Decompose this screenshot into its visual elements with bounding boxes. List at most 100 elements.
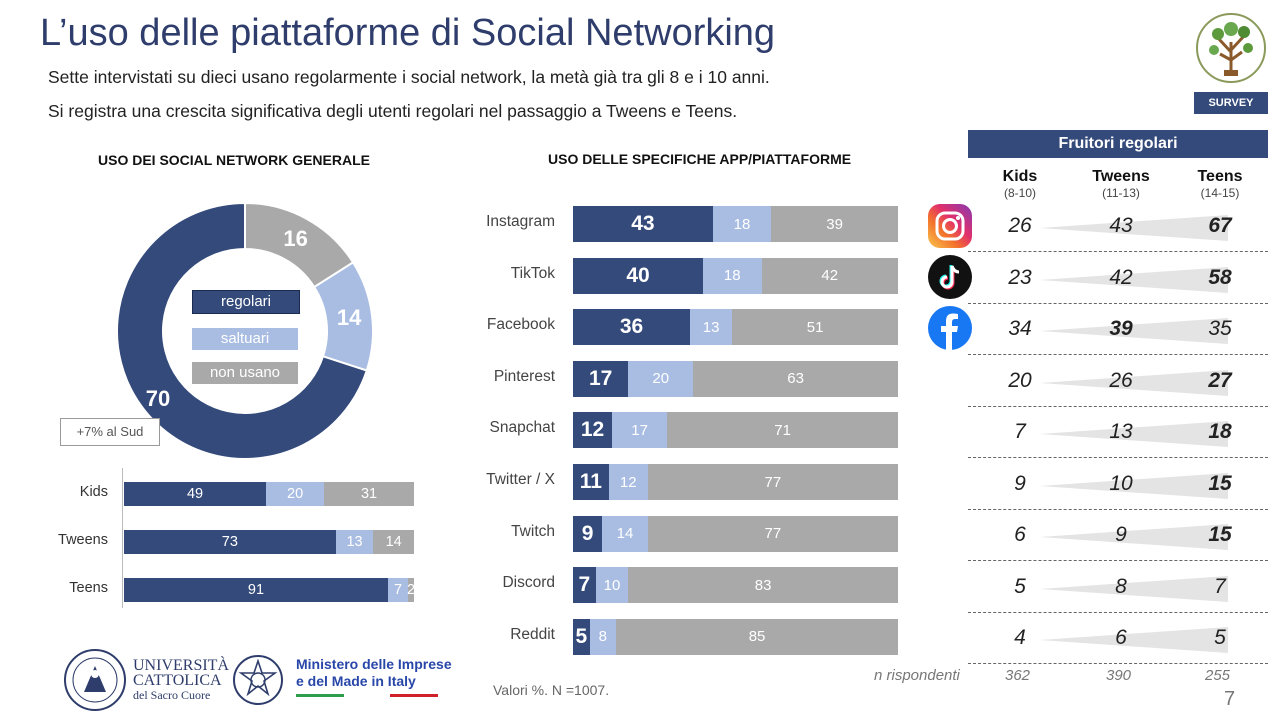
bar-segment-non-usano: 42 [761, 257, 898, 294]
table-cell: 26 [1109, 368, 1133, 392]
table-cell: 35 [1208, 317, 1232, 340]
bar-segment-regolari: 7 [573, 567, 596, 604]
column-header: Teens (14-15) [1175, 168, 1265, 200]
row-divider [968, 251, 1268, 252]
bar-segment-regolari: 49 [124, 482, 267, 506]
trend-wedge [1040, 627, 1228, 653]
legend-saltuari: saltuari [192, 328, 298, 350]
table-cell: 18 [1208, 420, 1232, 443]
trend-wedge [1040, 215, 1228, 241]
table-cell: 5 [1014, 574, 1026, 598]
row-divider [968, 405, 1268, 407]
respondents-count: 362 [1005, 667, 1031, 684]
age-axis [122, 468, 123, 608]
age-bar-chart: Kids 49 20 31 Tweens 73 13 14 Teens 91 7 2 [0, 466, 430, 616]
column-header: Kids (8-10) [975, 168, 1065, 200]
bar-segment-saltuari: 20 [266, 482, 325, 506]
column-header: Tweens (11-13) [1076, 168, 1166, 200]
trend-wedge [1040, 266, 1228, 293]
bar-segment-non-usano: 31 [324, 482, 414, 506]
flag-stripe-green [296, 694, 344, 697]
university-line-1: UNIVERSITÀ [133, 657, 229, 674]
app-label: Discord [502, 574, 555, 592]
bar-segment-saltuari: 13 [335, 530, 374, 554]
trend-wedge-shape [1040, 266, 1228, 293]
trend-wedge-shape [1040, 369, 1228, 396]
bar-segment-regolari: 11 [573, 464, 609, 500]
table-cell: 15 [1208, 523, 1232, 546]
table-cell: 20 [1008, 368, 1032, 392]
survey-logo [1196, 13, 1266, 83]
table-title: Fruitori regolari [968, 130, 1268, 158]
app-label: Twitter / X [486, 471, 555, 488]
table-cell: 13 [1109, 420, 1133, 443]
trend-wedge [1040, 369, 1228, 396]
bar-segment-regolari: 40 [573, 257, 703, 294]
page-title: L’uso delle piattaforme di Social Networ… [40, 12, 776, 54]
footer-note: Valori %. N =1007. [493, 682, 610, 698]
bar-segment-non-usano: 77 [647, 464, 898, 500]
trend-wedge-shape [1040, 318, 1228, 344]
bar-segment-regolari: 73 [124, 530, 336, 554]
bar-segment-saltuari: 8 [589, 618, 617, 655]
subtitle-1: Sette intervistati su dieci usano regola… [48, 67, 770, 87]
bar-segment-regolari: 5 [573, 618, 590, 655]
trend-wedge [1040, 421, 1228, 447]
bar-segment-regolari: 9 [573, 515, 603, 552]
table-cell: 6 [1115, 626, 1127, 649]
bar-segment-regolari: 12 [573, 412, 612, 449]
facebook-icon [928, 306, 972, 350]
bar-segment-non-usano: 71 [667, 412, 898, 449]
bar-segment-regolari: 43 [573, 206, 713, 242]
column-name: Teens [1197, 168, 1243, 185]
row-divider [968, 457, 1268, 458]
app-label: Pinterest [493, 367, 555, 385]
trend-wedge-shape [1040, 215, 1228, 241]
table-cell: 58 [1208, 265, 1232, 289]
table-cell: 10 [1109, 471, 1133, 495]
bar-segment-non-usano: 39 [771, 206, 898, 242]
table-cell: 4 [1014, 626, 1026, 649]
flag-stripe-red [390, 694, 438, 697]
respondents-label: n rispondenti [874, 667, 960, 684]
table-cell: 34 [1008, 317, 1032, 340]
table-cell: 6 [1014, 523, 1026, 546]
subtitle-2: Si registra una crescita significativa d… [48, 101, 738, 121]
respondents-count: 255 [1205, 667, 1231, 684]
trend-wedge [1040, 472, 1228, 499]
ministry-name: Ministero delle Imprese e del Made in It… [296, 656, 452, 690]
trend-wedge [1040, 524, 1228, 550]
trend-wedge-shape [1040, 421, 1228, 447]
table-cell: 8 [1115, 574, 1127, 598]
donut-label-saltuari: 14 [337, 305, 362, 330]
row-divider [968, 560, 1268, 561]
instagram-icon [928, 204, 972, 248]
age-label: Kids [79, 484, 108, 500]
table-cell: 42 [1109, 265, 1133, 289]
table-cell: 67 [1208, 214, 1232, 237]
bar-segment-saltuari: 18 [712, 206, 772, 242]
bar-segment-saltuari: 18 [703, 257, 762, 294]
donut-label-non-usano: 16 [283, 226, 307, 251]
trend-wedge [1040, 318, 1228, 344]
apps-bar-chart: Instagram 43 18 39 TikTok 40 18 42 Facebook 36 13 5… [440, 196, 910, 666]
donut-slice-regolari [116, 201, 368, 460]
university-seal-logo [64, 649, 126, 711]
trend-wedge-shape [1040, 575, 1228, 602]
legend-non-usano: non usano [192, 362, 298, 384]
university-line-2: CATTOLICA [133, 672, 222, 689]
bar-segment-regolari: 17 [573, 360, 629, 397]
bar-segment-non-usano: 85 [616, 618, 898, 655]
bar-segment-saltuari: 13 [690, 309, 733, 346]
donut-label-regolari: 70 [146, 386, 170, 411]
bar-segment-non-usano: 77 [647, 515, 898, 552]
bar-segment-saltuari: 14 [602, 515, 648, 552]
app-label: Snapchat [489, 419, 556, 437]
bar-segment-regolari: 91 [124, 578, 388, 602]
table-cell: 23 [1008, 265, 1032, 289]
row-divider [968, 302, 1268, 304]
donut-chart: 16 14 70 [116, 201, 374, 460]
bar-segment-non-usano: 14 [373, 530, 414, 554]
app-label: Reddit [510, 625, 555, 643]
row-divider [968, 663, 1268, 664]
